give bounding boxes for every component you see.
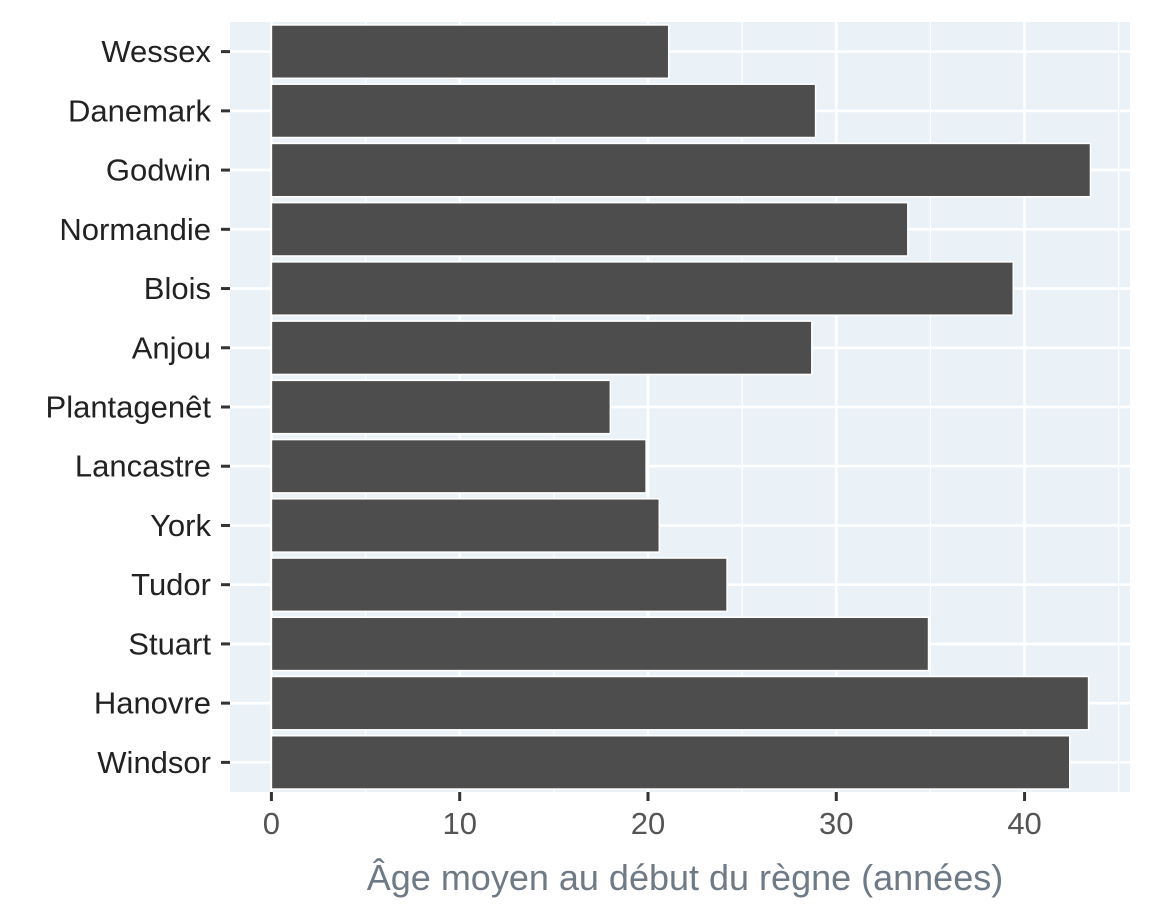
x-tick-label: 40 xyxy=(1007,806,1041,841)
x-tick-label: 30 xyxy=(819,806,853,841)
bar-stuart xyxy=(270,616,930,672)
bar-york xyxy=(270,498,661,553)
y-tick-label: Windsor xyxy=(97,745,211,780)
y-tick-label: Hanovre xyxy=(94,686,211,721)
x-tick-label: 20 xyxy=(631,806,665,841)
bar-danemark xyxy=(270,83,817,139)
x-tick-label: 0 xyxy=(263,806,280,841)
y-tick-label: Normandie xyxy=(59,212,211,247)
y-tick-label: Plantagenêt xyxy=(46,390,212,425)
bar-tudor xyxy=(270,557,728,613)
y-tick-label: York xyxy=(150,508,211,543)
y-tick-label: Wessex xyxy=(101,34,211,69)
x-axis: 0 10 20 30 40 xyxy=(263,792,1042,841)
y-tick-label: Danemark xyxy=(68,93,211,128)
bar-hanovre xyxy=(270,675,1090,731)
y-tick-label: Anjou xyxy=(132,330,211,365)
y-tick-label: Stuart xyxy=(128,626,211,661)
y-axis: Wessex Danemark Godwin Normandie Blois Anjou P… xyxy=(46,34,230,780)
bar-windsor xyxy=(270,734,1071,790)
y-tick-label: Blois xyxy=(144,271,211,306)
x-axis-title: Âge moyen au début du règne (années) xyxy=(367,857,1003,898)
bars xyxy=(270,24,1092,790)
y-tick-label: Godwin xyxy=(106,153,211,188)
bar-normandie xyxy=(270,201,909,257)
x-tick-label: 10 xyxy=(442,806,476,841)
y-tick-label: Lancastre xyxy=(75,449,211,484)
bar-godwin xyxy=(270,142,1092,198)
bar-lancastre xyxy=(270,438,647,494)
bar-blois xyxy=(270,261,1015,316)
y-tick-label: Tudor xyxy=(131,567,211,602)
bar-wessex xyxy=(270,24,670,80)
bar-plantagenêt xyxy=(270,379,612,435)
bar-anjou xyxy=(270,320,813,376)
